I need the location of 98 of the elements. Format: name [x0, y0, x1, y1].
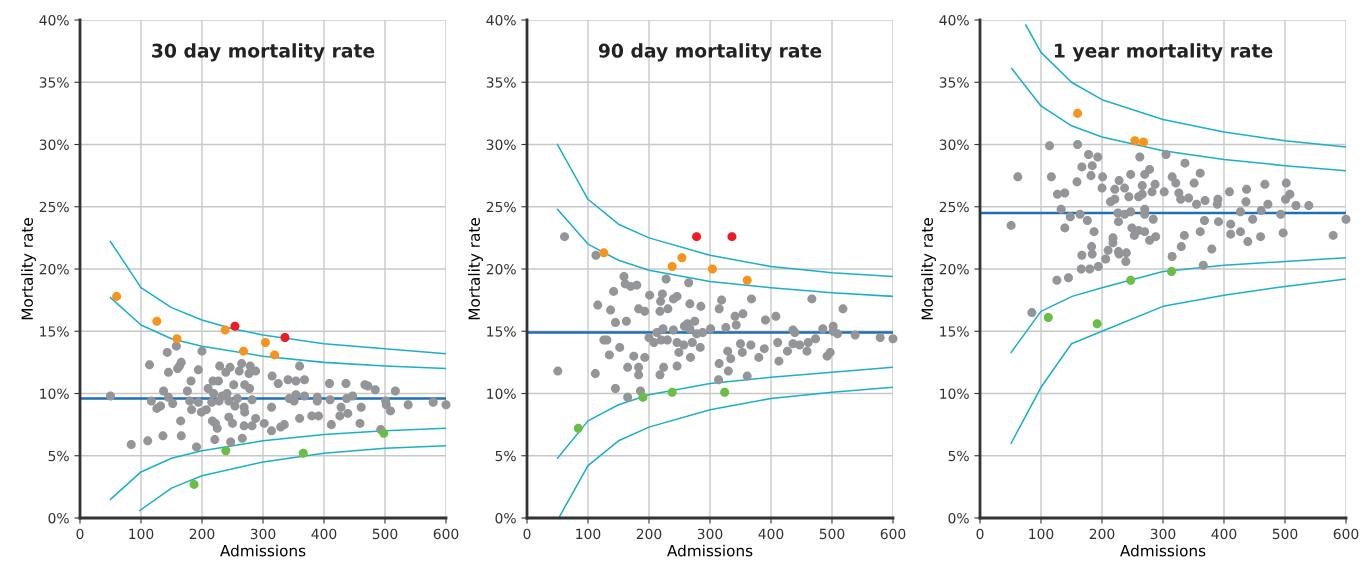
point: [667, 262, 677, 272]
point: [677, 253, 687, 263]
point: [1092, 319, 1102, 329]
point: [260, 337, 270, 347]
line-series: [556, 143, 893, 278]
y-tick-label: 10%: [40, 388, 69, 399]
point: [298, 448, 308, 458]
point: [238, 346, 248, 356]
x-tick-label: 500: [1272, 528, 1298, 540]
y-tick-label: 20%: [39, 263, 69, 275]
x-tick-label: 500: [372, 528, 398, 540]
point: [220, 325, 230, 335]
point: [280, 332, 290, 342]
point: [667, 387, 677, 397]
line-series: [1010, 67, 1346, 172]
y-tick-label: 40%: [486, 14, 516, 26]
x-tick-label: 200: [189, 528, 215, 540]
line-series: [1010, 278, 1346, 445]
y-tick-label: 30%: [939, 139, 969, 150]
x-tick-label: 600: [433, 528, 459, 540]
y-tick-label: 0%: [48, 512, 69, 524]
x-tick-label: 100: [129, 528, 154, 540]
y-tick-label: 15%: [940, 326, 969, 337]
x-axis-title: Admissions: [220, 544, 306, 557]
y-axis-title: Mortality rate: [468, 218, 483, 320]
point: [221, 446, 231, 456]
x-tick-label: 400: [311, 528, 337, 540]
point: [742, 275, 752, 285]
line-series: [139, 445, 446, 512]
y-tick-label: 25%: [939, 201, 969, 213]
point: [1138, 137, 1148, 147]
point: [1126, 275, 1136, 285]
point: [727, 232, 737, 242]
point: [573, 423, 583, 433]
x-axis-title: Admissions: [1120, 544, 1206, 557]
y-tick-label: 10%: [487, 388, 516, 399]
x-tick-label: 500: [819, 528, 845, 540]
point: [152, 316, 162, 326]
y-tick-label: 30%: [486, 139, 516, 150]
point: [230, 321, 240, 331]
x-axis-title: Admissions: [667, 544, 753, 557]
point: [692, 232, 702, 242]
y-axis-title: Mortality rate: [21, 218, 36, 320]
line-series: [556, 366, 893, 460]
line-series: [556, 208, 893, 298]
x-tick-label: 100: [1029, 528, 1054, 540]
y-axis-title: Mortality rate: [921, 218, 936, 320]
y-tick-label: 0%: [495, 512, 516, 524]
point: [707, 264, 717, 274]
y-tick-label: 10%: [940, 388, 969, 399]
x-tick-label: 0: [523, 528, 531, 540]
point: [1073, 108, 1083, 118]
point: [599, 248, 609, 258]
y-tick-label: 5%: [48, 450, 69, 462]
y-tick-label: 20%: [486, 263, 516, 275]
x-tick-label: 400: [758, 528, 784, 540]
text: 1 year mortality rate: [1054, 43, 1273, 62]
y-tick-label: 30%: [39, 139, 69, 150]
point: [638, 392, 648, 402]
y-tick-label: 40%: [939, 14, 969, 26]
x-tick-label: 200: [1089, 528, 1115, 540]
text: 90 day mortality rate: [598, 43, 822, 62]
line-series: [109, 240, 446, 355]
x-tick-label: 0: [976, 528, 984, 540]
line-series: [1024, 24, 1346, 148]
y-tick-label: 5%: [948, 450, 969, 462]
point: [720, 387, 730, 397]
x-tick-label: 0: [76, 528, 84, 540]
x-tick-label: 100: [576, 528, 601, 540]
y-tick-label: 15%: [487, 326, 516, 337]
line-series: [1010, 257, 1346, 354]
y-tick-label: 35%: [939, 77, 969, 88]
x-tick-label: 600: [1333, 528, 1359, 540]
point: [270, 350, 280, 360]
line-series: [557, 386, 893, 518]
point: [189, 479, 199, 489]
y-tick-label: 25%: [486, 201, 516, 213]
y-tick-label: 25%: [39, 201, 69, 213]
text: 30 day mortality rate: [152, 43, 375, 62]
y-tick-label: 35%: [39, 77, 69, 88]
point: [112, 291, 122, 301]
point: [172, 334, 182, 344]
y-tick-label: 20%: [939, 263, 969, 275]
x-tick-label: 400: [1211, 528, 1237, 540]
y-tick-label: 5%: [495, 450, 516, 462]
point: [1167, 266, 1177, 276]
y-tick-label: 35%: [486, 77, 516, 88]
x-tick-label: 300: [697, 528, 723, 540]
y-tick-label: 40%: [39, 14, 69, 26]
x-tick-label: 600: [880, 528, 906, 540]
point: [1043, 313, 1053, 323]
x-tick-label: 300: [1150, 528, 1176, 540]
y-tick-label: 15%: [40, 326, 69, 337]
x-tick-label: 300: [250, 528, 276, 540]
point: [1130, 136, 1140, 146]
line-series: [109, 427, 446, 501]
y-tick-label: 0%: [948, 512, 969, 524]
x-tick-label: 200: [636, 528, 662, 540]
